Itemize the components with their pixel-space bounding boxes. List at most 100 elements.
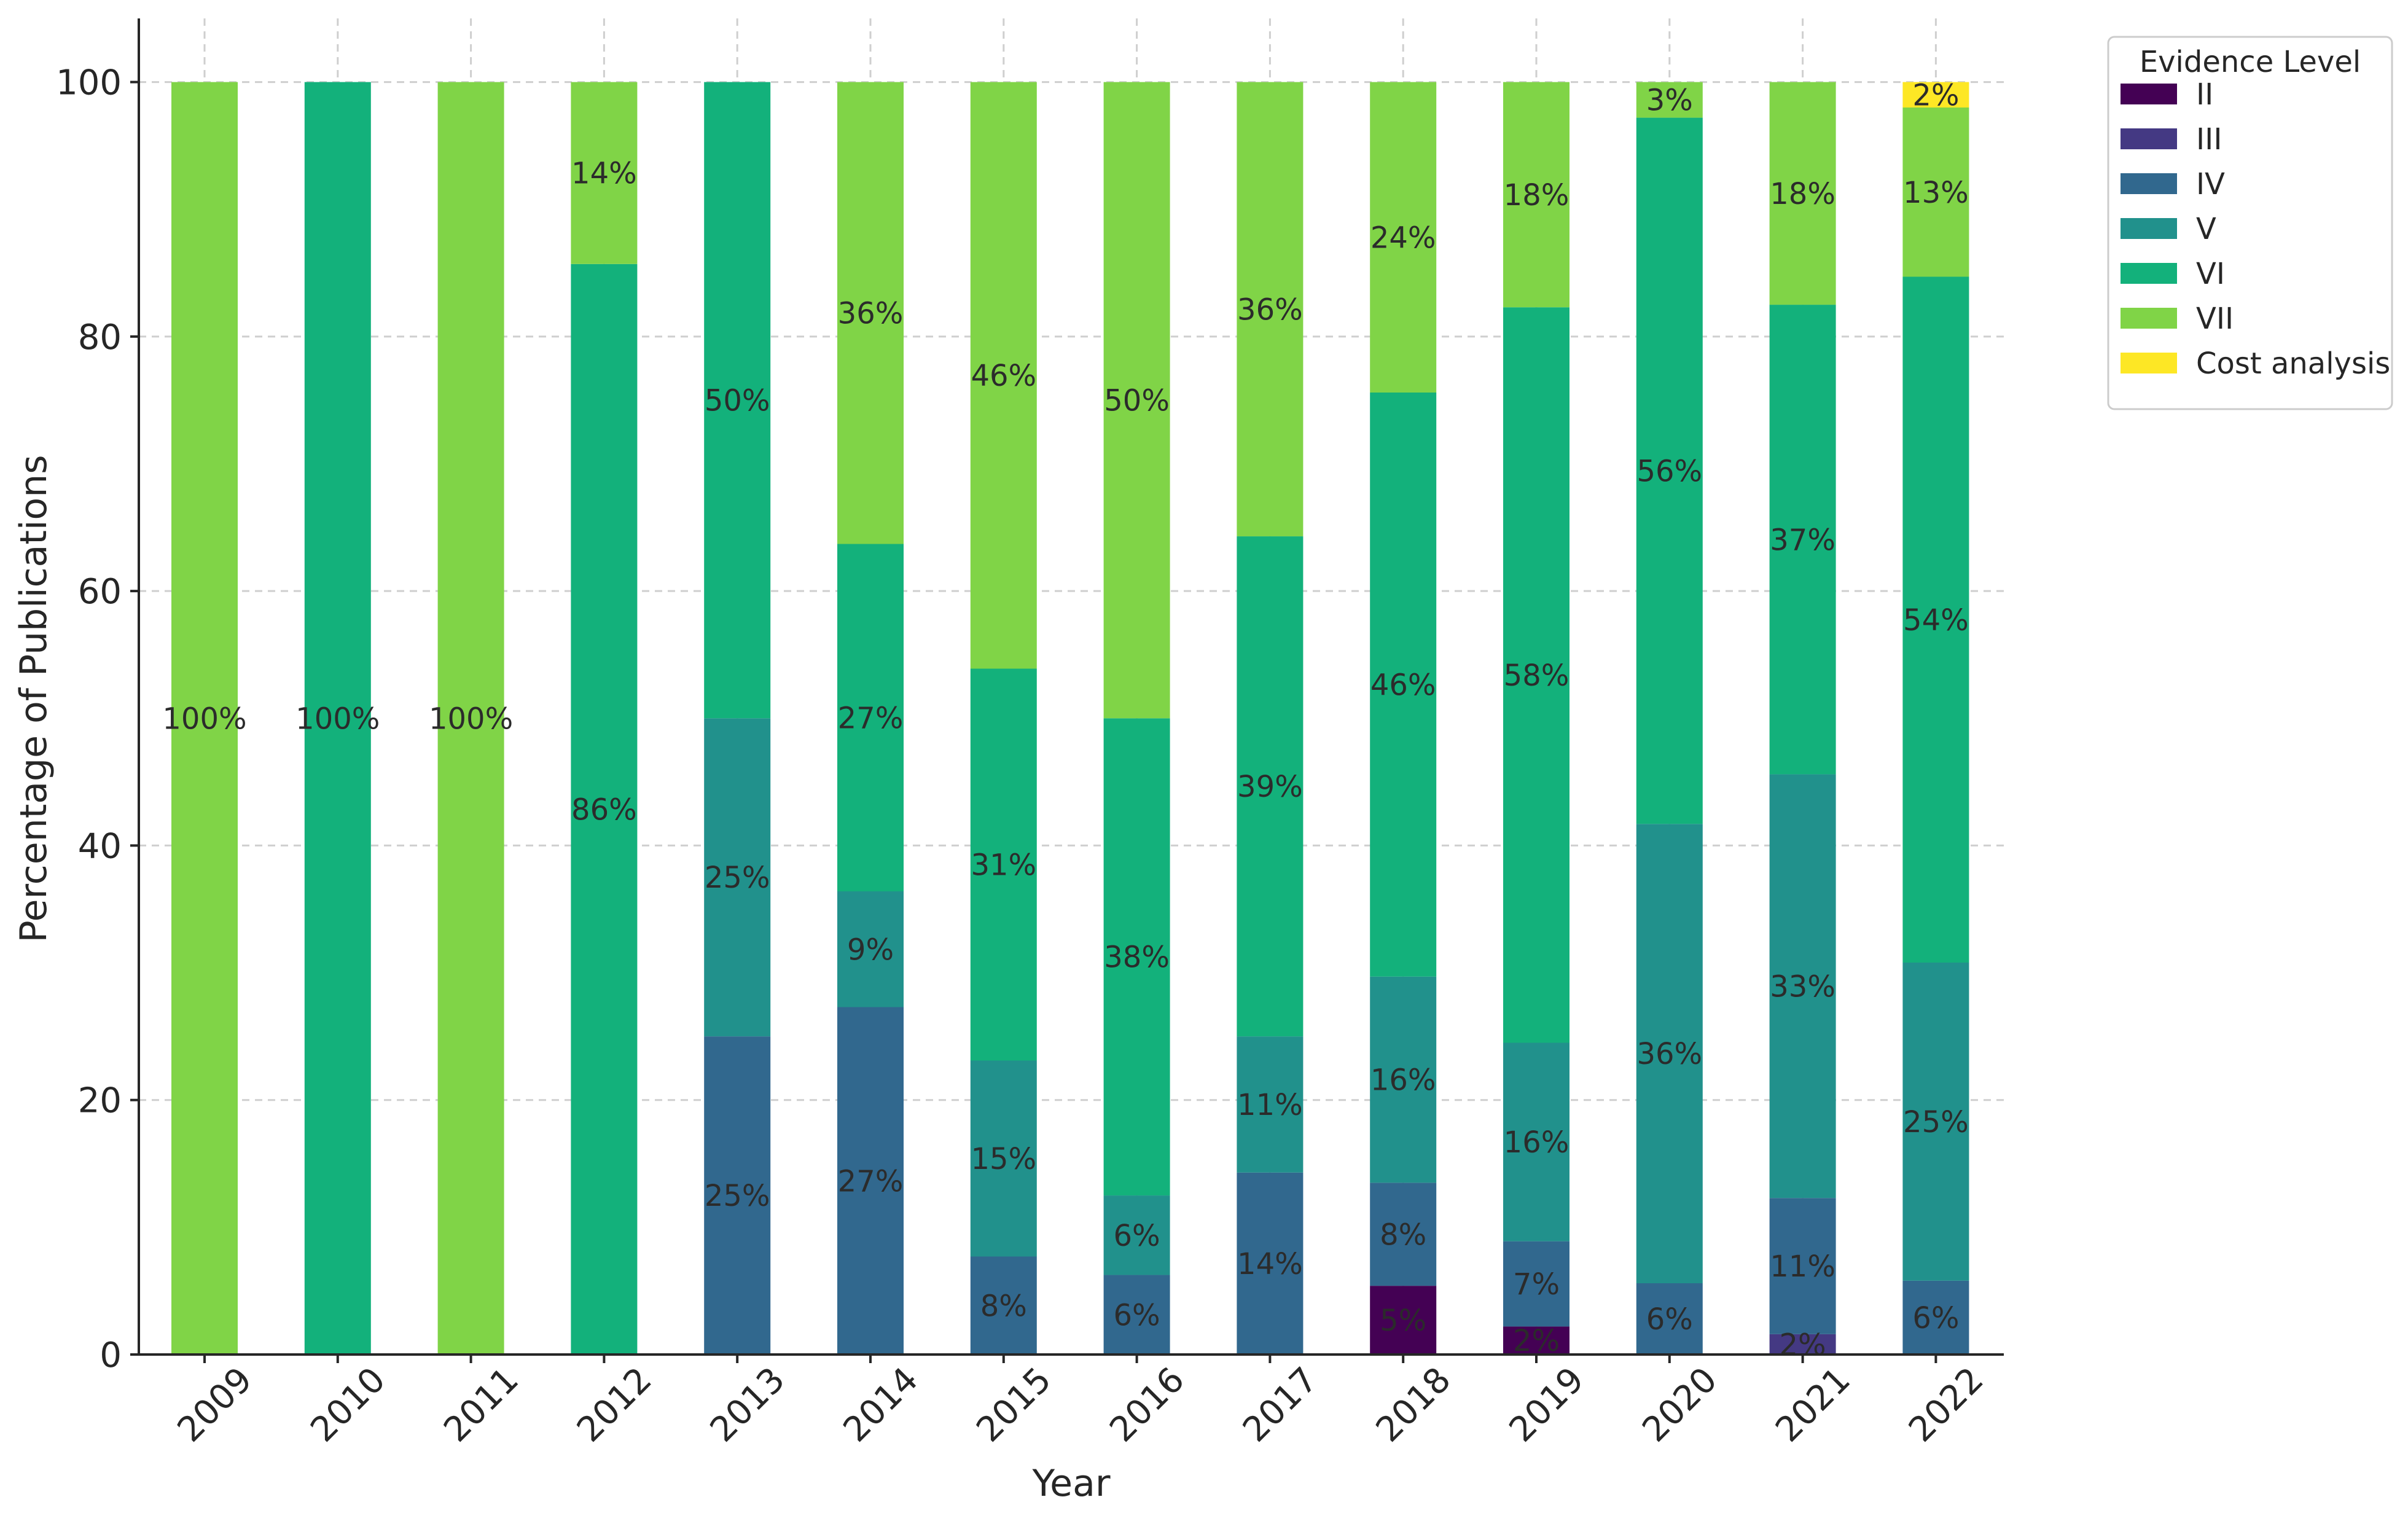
y-tick-label: 20 bbox=[78, 1081, 122, 1121]
bar-segment bbox=[837, 82, 904, 544]
legend-swatch bbox=[2121, 84, 2177, 104]
bar-segment bbox=[970, 82, 1037, 669]
bar-segment bbox=[1103, 1195, 1170, 1275]
legend-swatch bbox=[2121, 128, 2177, 149]
legend-entry-label: V bbox=[2196, 212, 2216, 246]
bar-segment bbox=[1769, 774, 1836, 1198]
bar-value-label: 36% bbox=[1636, 1037, 1702, 1071]
x-tick-label: 2021 bbox=[1768, 1360, 1858, 1450]
bar-segment bbox=[1103, 1275, 1170, 1355]
bar-segment bbox=[1769, 1334, 1836, 1355]
x-tick-label: 2013 bbox=[703, 1360, 793, 1450]
x-tick-label: 2010 bbox=[303, 1360, 393, 1450]
y-tick-label: 0 bbox=[100, 1335, 122, 1375]
bar-segment bbox=[1237, 82, 1304, 537]
legend-entry-label: Cost analysis bbox=[2196, 346, 2390, 381]
bar-segment bbox=[1769, 1198, 1836, 1334]
bar-segment bbox=[970, 1256, 1037, 1355]
bar-value-label: 15% bbox=[971, 1142, 1036, 1176]
bar-value-label: 11% bbox=[1237, 1088, 1303, 1122]
legend-title: Evidence Level bbox=[2140, 45, 2361, 79]
bar-value-label: 38% bbox=[1104, 940, 1170, 975]
y-axis-title: Percentage of Publications bbox=[12, 455, 55, 942]
bar-segment bbox=[1237, 1036, 1304, 1173]
bar-segment bbox=[1636, 117, 1703, 824]
bar-segment bbox=[837, 891, 904, 1007]
bars bbox=[171, 82, 1969, 1355]
x-tick-label: 2022 bbox=[1901, 1360, 1992, 1450]
bar-value-label: 7% bbox=[1513, 1267, 1560, 1302]
bar-segment bbox=[1769, 82, 1836, 305]
bar-segment bbox=[1902, 963, 1969, 1281]
bar-segment bbox=[1503, 1326, 1570, 1355]
x-tick-label: 2012 bbox=[569, 1360, 660, 1450]
bar-value-label: 18% bbox=[1770, 177, 1835, 211]
bar-segment bbox=[1237, 1172, 1304, 1355]
legend-entry-label: VI bbox=[2196, 257, 2225, 291]
bar-segment bbox=[1902, 108, 1969, 277]
bar-segment bbox=[1370, 82, 1437, 393]
bar-segment bbox=[704, 82, 771, 719]
bar-value-label: 5% bbox=[1380, 1304, 1426, 1338]
bar-value-label: 27% bbox=[838, 1164, 904, 1198]
bar-value-label: 18% bbox=[1504, 178, 1570, 213]
x-tick-label: 2017 bbox=[1235, 1360, 1326, 1450]
legend-swatch bbox=[2121, 173, 2177, 194]
x-tick-label: 2014 bbox=[836, 1360, 926, 1450]
bar-segment bbox=[970, 668, 1037, 1061]
x-tick-label: 2018 bbox=[1369, 1360, 1459, 1450]
bar-value-label: 100% bbox=[162, 702, 246, 736]
x-tick-label: 2009 bbox=[170, 1360, 260, 1450]
bar-value-label: 11% bbox=[1770, 1249, 1835, 1284]
bar-segment bbox=[571, 82, 638, 264]
bar-value-label: 100% bbox=[429, 702, 513, 736]
x-tick-label: 2016 bbox=[1102, 1360, 1192, 1450]
bar-segment bbox=[1370, 393, 1437, 977]
y-tick-label: 100 bbox=[56, 63, 122, 103]
bar-labels: 100% 100% 100% 86% 14% 25% 25% 50% 27% 9% 27% 36% 8%… bbox=[162, 78, 1968, 1362]
bar-value-label: 56% bbox=[1636, 454, 1702, 488]
bar-segment bbox=[1503, 82, 1570, 308]
x-tick-label: 2019 bbox=[1502, 1360, 1592, 1450]
x-tick-label: 2011 bbox=[436, 1360, 526, 1450]
bar-segment bbox=[704, 718, 771, 1037]
legend-swatch bbox=[2121, 218, 2177, 239]
bar-value-label: 86% bbox=[571, 792, 637, 827]
bar-value-label: 6% bbox=[1114, 1298, 1160, 1332]
bar-value-label: 2% bbox=[1513, 1324, 1560, 1358]
bar-value-label: 6% bbox=[1912, 1301, 1959, 1335]
bar-segment bbox=[304, 82, 371, 1355]
bar-value-label: 3% bbox=[1646, 84, 1693, 118]
bar-value-label: 50% bbox=[1104, 383, 1170, 418]
bar-segment bbox=[1503, 307, 1570, 1043]
bar-value-label: 6% bbox=[1646, 1302, 1693, 1337]
bar-value-label: 24% bbox=[1370, 221, 1436, 255]
bar-value-label: 46% bbox=[1370, 668, 1436, 702]
legend-entry-label: II bbox=[2196, 77, 2213, 112]
bar-value-label: 54% bbox=[1903, 603, 1969, 638]
bar-segment bbox=[1636, 824, 1703, 1283]
bar-value-label: 100% bbox=[295, 702, 380, 736]
x-tick-label: 2020 bbox=[1635, 1360, 1725, 1450]
bar-value-label: 14% bbox=[571, 157, 637, 191]
legend-entry-label: VII bbox=[2196, 302, 2234, 336]
bar-value-label: 37% bbox=[1770, 523, 1835, 557]
legend-swatch bbox=[2121, 353, 2177, 373]
x-axis-title: Year bbox=[1031, 1462, 1110, 1505]
y-tick-label: 40 bbox=[78, 826, 122, 866]
bar-segment bbox=[1370, 1286, 1437, 1355]
bar-value-label: 36% bbox=[838, 297, 904, 331]
bar-value-label: 16% bbox=[1504, 1125, 1570, 1160]
bar-value-label: 8% bbox=[1380, 1218, 1426, 1252]
bar-value-label: 13% bbox=[1903, 176, 1969, 210]
bar-segment bbox=[571, 264, 638, 1355]
x-tick-label: 2015 bbox=[969, 1360, 1059, 1450]
bar-value-label: 25% bbox=[705, 1179, 770, 1213]
bar-value-label: 25% bbox=[705, 861, 770, 895]
bar-value-label: 50% bbox=[705, 383, 770, 418]
bar-value-label: 46% bbox=[971, 359, 1036, 393]
y-tick-label: 80 bbox=[78, 318, 122, 358]
legend-swatch bbox=[2121, 308, 2177, 329]
bar-value-label: 14% bbox=[1237, 1247, 1303, 1281]
